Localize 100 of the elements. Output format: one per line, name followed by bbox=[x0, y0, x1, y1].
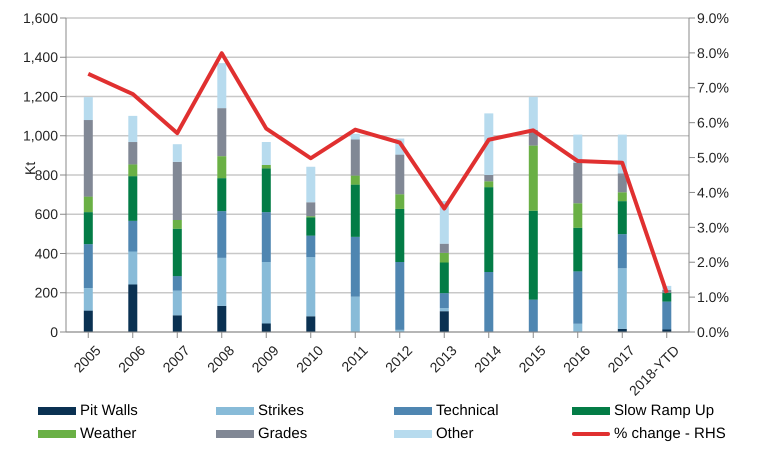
bar bbox=[306, 316, 316, 332]
bar bbox=[350, 296, 360, 332]
legend-label: Weather bbox=[80, 425, 136, 442]
bar bbox=[350, 184, 360, 237]
bar bbox=[618, 173, 627, 192]
bar bbox=[440, 262, 449, 294]
bar bbox=[573, 324, 582, 332]
bar bbox=[440, 308, 449, 312]
bar bbox=[306, 166, 316, 202]
bar bbox=[528, 300, 538, 332]
bar bbox=[528, 96, 538, 130]
bar bbox=[395, 154, 404, 194]
bar bbox=[84, 310, 93, 332]
bar bbox=[84, 212, 93, 244]
legend-label: Slow Ramp Up bbox=[614, 402, 714, 419]
bar bbox=[172, 315, 182, 332]
bar bbox=[84, 196, 93, 212]
bar bbox=[350, 139, 360, 176]
bar bbox=[306, 217, 316, 236]
legend-label: Grades bbox=[258, 425, 308, 442]
y2-tick-label: 3.0% bbox=[697, 219, 729, 236]
bar bbox=[350, 176, 360, 185]
bar bbox=[128, 164, 138, 176]
bar bbox=[618, 192, 627, 202]
y-tick-label: 1,400 bbox=[22, 49, 58, 66]
bar bbox=[262, 324, 271, 332]
y2-tick-label: 9.0% bbox=[697, 10, 729, 26]
bar bbox=[172, 220, 182, 229]
y-tick-label: 200 bbox=[34, 284, 58, 301]
bar bbox=[172, 162, 182, 220]
bar bbox=[306, 236, 316, 258]
legend-label: Other bbox=[436, 425, 474, 442]
bar bbox=[440, 311, 449, 332]
bar bbox=[484, 175, 494, 182]
y2-tick-label: 6.0% bbox=[697, 114, 729, 131]
bar bbox=[484, 187, 494, 272]
y-tick-label: 800 bbox=[34, 166, 58, 183]
bar bbox=[128, 176, 138, 221]
y-tick-label: 1,200 bbox=[22, 88, 58, 104]
bar bbox=[128, 284, 138, 332]
bar bbox=[662, 292, 672, 302]
y-tick-label: 600 bbox=[34, 206, 58, 222]
y-tick-label: 1,000 bbox=[22, 128, 58, 144]
bar bbox=[395, 194, 404, 209]
bar bbox=[217, 306, 226, 332]
bar bbox=[484, 181, 494, 188]
bar bbox=[395, 208, 404, 262]
bar bbox=[84, 288, 93, 311]
line-series bbox=[86, 51, 669, 295]
bar bbox=[262, 262, 271, 324]
bar bbox=[618, 201, 627, 234]
y-tick-label: 400 bbox=[34, 245, 58, 262]
bar bbox=[172, 144, 182, 162]
bar bbox=[84, 244, 93, 288]
y2-tick-label: 2.0% bbox=[697, 254, 729, 270]
bar bbox=[172, 276, 182, 291]
bar bbox=[350, 134, 360, 140]
y2-tick-label: 4.0% bbox=[697, 184, 729, 200]
y2-tick-label: 8.0% bbox=[697, 44, 729, 61]
bar bbox=[84, 97, 93, 120]
bar bbox=[350, 236, 360, 297]
bar bbox=[573, 203, 582, 228]
bar bbox=[217, 211, 226, 258]
legend-label: Technical bbox=[436, 402, 499, 419]
bar bbox=[217, 108, 226, 156]
bar bbox=[573, 271, 582, 324]
bar bbox=[128, 252, 138, 285]
bar bbox=[217, 258, 226, 306]
bar bbox=[172, 290, 182, 316]
y2-tick-label: 1.0% bbox=[697, 289, 729, 306]
bar bbox=[217, 63, 226, 108]
y2-tick-label: 7.0% bbox=[697, 80, 729, 96]
bar bbox=[573, 228, 582, 272]
bar bbox=[172, 228, 182, 276]
bar bbox=[262, 142, 271, 165]
bar bbox=[618, 268, 627, 329]
bar bbox=[395, 262, 404, 330]
bar bbox=[440, 252, 449, 263]
bar bbox=[484, 113, 494, 175]
y-tick-label: 1,600 bbox=[22, 10, 58, 26]
y2-tick-label: 0.0% bbox=[697, 324, 729, 340]
bar bbox=[528, 146, 538, 211]
bar bbox=[262, 164, 271, 168]
bar bbox=[128, 142, 138, 164]
bar bbox=[484, 272, 494, 332]
y-tick-label: 0 bbox=[50, 324, 58, 340]
bar bbox=[217, 156, 226, 178]
bar bbox=[262, 212, 271, 262]
bar bbox=[128, 220, 138, 252]
bar bbox=[84, 120, 93, 197]
bar bbox=[528, 210, 538, 300]
bar bbox=[440, 293, 449, 308]
bar bbox=[618, 234, 627, 268]
legend-label: % change - RHS bbox=[614, 425, 726, 442]
bar bbox=[128, 116, 138, 142]
bar bbox=[262, 168, 271, 212]
legend-label: Pit Walls bbox=[80, 402, 138, 419]
bar bbox=[440, 244, 449, 253]
y2-tick-label: 5.0% bbox=[697, 150, 729, 166]
bar bbox=[573, 162, 582, 204]
